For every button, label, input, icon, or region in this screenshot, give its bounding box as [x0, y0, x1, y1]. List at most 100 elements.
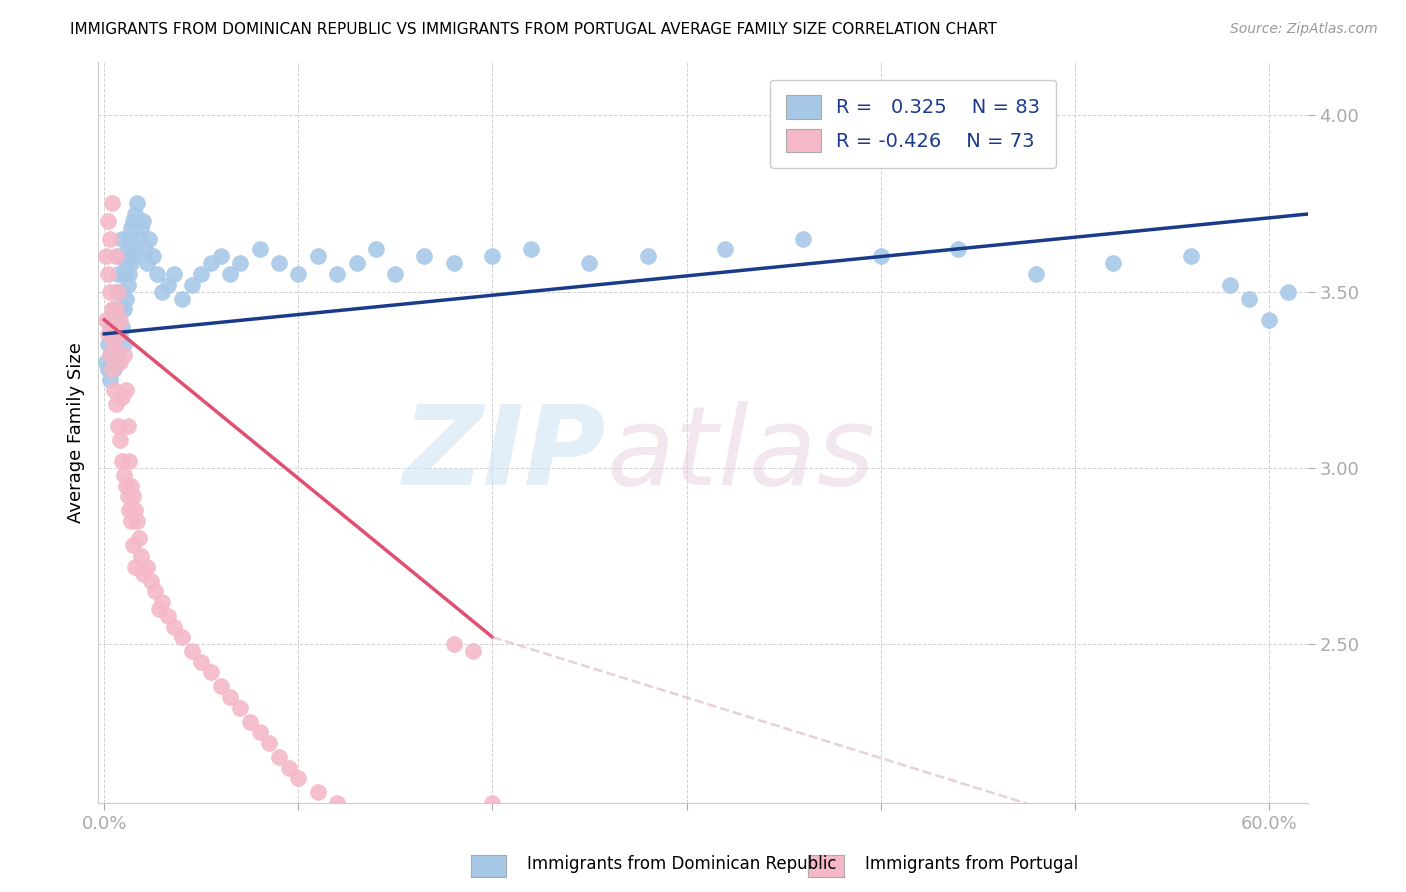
Point [112, 467, 135, 482]
Point [267, 750, 290, 764]
Point [101, 196, 124, 211]
Point [124, 559, 146, 574]
Point [578, 256, 600, 270]
Point [128, 532, 150, 546]
Point [143, 584, 166, 599]
Point [129, 549, 152, 563]
Point [98, 348, 121, 362]
Point [520, 242, 543, 256]
Text: Immigrants from Portugal: Immigrants from Portugal [865, 855, 1078, 873]
Point [127, 514, 149, 528]
Point [98, 285, 121, 299]
Point [114, 256, 136, 270]
Point [145, 267, 167, 281]
Point [101, 362, 124, 376]
Point [1102, 256, 1125, 270]
Point [1025, 267, 1047, 281]
Point [163, 267, 186, 281]
Point [326, 267, 349, 281]
Point [124, 503, 146, 517]
Point [103, 384, 125, 398]
Point [134, 242, 156, 256]
Point [111, 232, 134, 246]
Point [118, 454, 141, 468]
Point [443, 637, 465, 651]
Point [148, 602, 170, 616]
Point [714, 242, 737, 256]
Point [136, 256, 159, 270]
Point [96, 355, 118, 369]
Point [107, 267, 129, 281]
Point [307, 249, 329, 263]
Point [1277, 285, 1299, 299]
Point [209, 249, 232, 263]
Point [229, 700, 252, 714]
Point [112, 302, 135, 317]
Point [190, 267, 212, 281]
Point [792, 232, 814, 246]
Point [104, 397, 127, 411]
Point [129, 221, 152, 235]
Point [98, 348, 121, 362]
Point [103, 337, 125, 351]
Point [229, 256, 252, 270]
Point [104, 249, 127, 263]
Point [107, 313, 129, 327]
Point [122, 249, 145, 263]
Point [249, 725, 271, 739]
Point [637, 249, 659, 263]
Point [384, 267, 406, 281]
Legend: R =   0.325    N = 83, R = -0.426    N = 73: R = 0.325 N = 83, R = -0.426 N = 73 [770, 79, 1056, 168]
Point [1180, 249, 1202, 263]
Point [869, 249, 891, 263]
Point [219, 267, 242, 281]
Point [107, 326, 129, 341]
Point [219, 690, 242, 704]
Point [120, 256, 142, 270]
Point [1257, 313, 1279, 327]
Point [120, 514, 142, 528]
Point [346, 806, 368, 821]
Point [114, 478, 136, 492]
Point [118, 267, 141, 281]
Point [152, 285, 174, 299]
Point [120, 478, 142, 492]
Point [111, 454, 134, 468]
Point [423, 855, 446, 870]
Point [97, 214, 120, 228]
Point [117, 418, 139, 433]
Point [180, 644, 202, 658]
Point [239, 714, 262, 729]
Point [101, 302, 124, 317]
Point [114, 384, 136, 398]
Text: IMMIGRANTS FROM DOMINICAN REPUBLIC VS IMMIGRANTS FROM PORTUGAL AVERAGE FAMILY SI: IMMIGRANTS FROM DOMINICAN REPUBLIC VS IM… [70, 22, 997, 37]
Point [152, 595, 174, 609]
Point [122, 489, 145, 503]
Point [128, 232, 150, 246]
Point [326, 796, 349, 810]
Point [103, 362, 125, 376]
Point [384, 831, 406, 846]
Point [200, 665, 222, 680]
Point [132, 566, 155, 581]
Point [107, 355, 129, 369]
Point [142, 249, 165, 263]
Point [98, 373, 121, 387]
Point [267, 256, 290, 270]
Point [108, 433, 131, 447]
Text: ZIP: ZIP [402, 401, 606, 508]
Text: atlas: atlas [606, 401, 875, 508]
Point [96, 249, 118, 263]
Point [170, 630, 193, 644]
Point [139, 574, 162, 588]
Point [108, 355, 131, 369]
Point [97, 337, 120, 351]
Point [948, 242, 970, 256]
Point [157, 277, 180, 292]
Point [413, 249, 436, 263]
Point [117, 489, 139, 503]
Point [111, 390, 134, 404]
Point [97, 267, 120, 281]
Point [108, 313, 131, 327]
Point [103, 337, 125, 351]
